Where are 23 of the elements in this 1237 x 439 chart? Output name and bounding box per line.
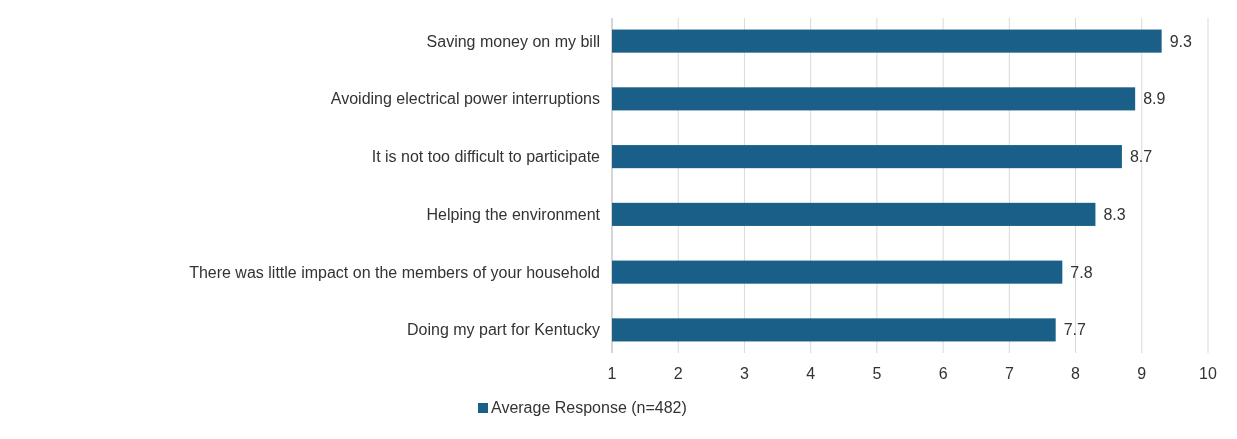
x-tick-label: 5 xyxy=(872,365,882,382)
data-label: 8.9 xyxy=(1143,90,1166,108)
y-tick-label: There was little impact on the members of your household xyxy=(189,263,600,281)
legend-label: Average Response (n=482) xyxy=(491,399,687,416)
data-label: 7.8 xyxy=(1070,263,1093,281)
x-tick-label: 2 xyxy=(673,365,683,382)
data-label: 8.3 xyxy=(1103,205,1126,223)
x-tick-label: 3 xyxy=(739,365,749,382)
x-tick-label: 1 xyxy=(607,365,617,382)
y-tick-label: Saving money on my bill xyxy=(426,32,600,50)
y-tick-label: It is not too difficult to participate xyxy=(371,148,601,166)
y-tick-label: Helping the environment xyxy=(426,205,601,223)
x-tick-label: 9 xyxy=(1137,365,1147,382)
y-tick-label: Doing my part for Kentucky xyxy=(407,321,600,339)
data-label: 7.7 xyxy=(1063,321,1087,339)
x-tick-label: 6 xyxy=(938,365,948,382)
x-tick-label: 10 xyxy=(1199,365,1217,382)
data-label: 8.7 xyxy=(1129,148,1153,166)
x-tick-label: 8 xyxy=(1071,365,1081,382)
data-label: 9.3 xyxy=(1169,32,1192,50)
x-tick-label: 4 xyxy=(806,365,816,382)
x-tick-label: 7 xyxy=(1004,365,1014,382)
y-tick-label: Avoiding electrical power interruptions xyxy=(330,90,600,108)
